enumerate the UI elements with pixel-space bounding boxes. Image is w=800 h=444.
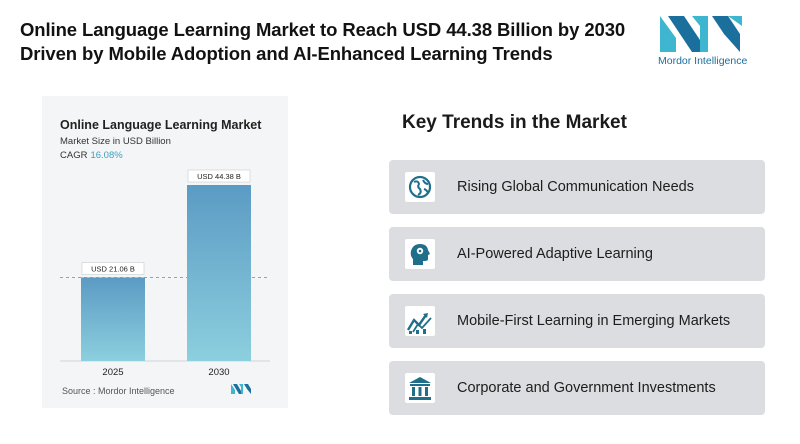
data-label-2030: USD 44.38 B <box>197 172 241 181</box>
brand-logo: Mordor Intelligence <box>656 12 786 72</box>
trend-card-ai-learning: AI-Powered Adaptive Learning <box>389 227 765 281</box>
x-tick-label-2025: 2025 <box>102 367 123 378</box>
brand-logo-mark <box>660 16 742 52</box>
bar-2030 <box>187 185 251 361</box>
page-headline: Online Language Learning Market to Reach… <box>20 18 660 66</box>
trend-label: Rising Global Communication Needs <box>457 179 694 195</box>
x-tick-label-2030: 2030 <box>208 367 229 378</box>
chart-brand-logo-icon <box>231 384 251 394</box>
trend-card-corporate-government: Corporate and Government Investments <box>389 361 765 415</box>
trend-label: Corporate and Government Investments <box>457 380 716 396</box>
data-label-2025: USD 21.06 B <box>91 264 135 273</box>
trends-title: Key Trends in the Market <box>402 112 627 133</box>
chart-cagr: CAGR 16.08% <box>60 150 123 161</box>
globe-icon <box>405 172 435 202</box>
trend-card-global-communication: Rising Global Communication Needs <box>389 160 765 214</box>
chart-subtitle: Market Size in USD Billion <box>60 136 171 147</box>
cagr-label: CAGR <box>60 150 88 161</box>
cagr-value: 16.08% <box>90 150 123 161</box>
growth-arrows-icon <box>405 306 435 336</box>
bar-2025 <box>81 277 145 361</box>
data-label-box-2030 <box>187 169 251 183</box>
bar-chart: USD 21.06 B 2025 USD 44.38 B 2030 <box>60 169 270 378</box>
chart-source: Source : Mordor Intelligence <box>62 386 175 396</box>
government-building-icon <box>405 373 435 403</box>
trend-card-mobile-first: Mobile-First Learning in Emerging Market… <box>389 294 765 348</box>
ai-head-icon <box>405 239 435 269</box>
headline-line-2: Driven by Mobile Adoption and AI-Enhance… <box>20 43 553 64</box>
chart-panel: USD 21.06 B 2025 USD 44.38 B 2030 Online La… <box>42 96 288 408</box>
chart-title: Online Language Learning Market <box>60 118 262 132</box>
brand-logo-text: Mordor Intelligence <box>658 55 748 67</box>
trend-label: Mobile-First Learning in Emerging Market… <box>457 313 731 329</box>
trend-label: AI-Powered Adaptive Learning <box>457 246 653 262</box>
data-label-box-2025 <box>81 262 145 275</box>
headline-line-1: Online Language Learning Market to Reach… <box>20 19 626 40</box>
